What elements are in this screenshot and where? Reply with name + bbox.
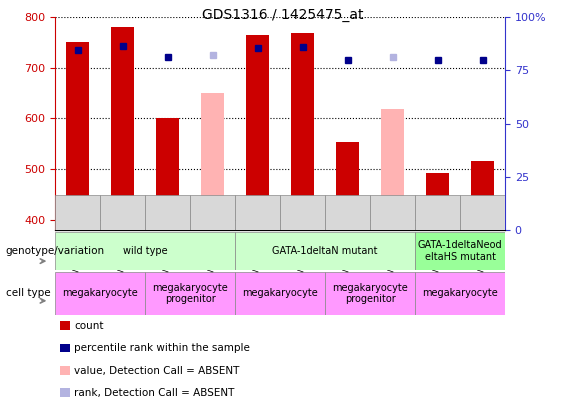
Bar <box>426 173 449 230</box>
Text: GATA-1deltaNeod
eltaHS mutant: GATA-1deltaNeod eltaHS mutant <box>418 240 502 262</box>
Bar <box>460 195 505 230</box>
Text: percentile rank within the sample: percentile rank within the sample <box>74 343 250 354</box>
Bar <box>55 272 145 315</box>
Text: megakaryocyte: megakaryocyte <box>62 288 138 298</box>
Bar <box>381 109 404 230</box>
Bar <box>325 272 415 315</box>
Text: megakaryocyte: megakaryocyte <box>242 288 318 298</box>
Bar <box>235 232 415 270</box>
Text: megakaryocyte
progenitor: megakaryocyte progenitor <box>152 283 228 304</box>
Bar <box>280 195 325 230</box>
Bar <box>235 195 280 230</box>
Bar <box>291 33 314 230</box>
Bar <box>190 195 235 230</box>
Bar <box>55 195 100 230</box>
Bar <box>246 35 269 230</box>
Text: cell type: cell type <box>6 288 50 298</box>
Bar <box>370 195 415 230</box>
Text: megakaryocyte
progenitor: megakaryocyte progenitor <box>332 283 408 304</box>
Bar <box>66 43 89 230</box>
Bar <box>111 27 134 230</box>
Text: genotype/variation: genotype/variation <box>6 246 105 256</box>
Bar <box>415 272 505 315</box>
Bar <box>235 272 325 315</box>
Text: GATA-1deltaN mutant: GATA-1deltaN mutant <box>272 246 378 256</box>
Bar <box>55 232 235 270</box>
Text: rank, Detection Call = ABSENT: rank, Detection Call = ABSENT <box>74 388 234 398</box>
Bar <box>415 232 505 270</box>
Text: wild type: wild type <box>123 246 167 256</box>
Text: GDS1316 / 1425475_at: GDS1316 / 1425475_at <box>202 8 363 22</box>
Bar <box>100 195 145 230</box>
Text: megakaryocyte: megakaryocyte <box>422 288 498 298</box>
Bar <box>201 93 224 230</box>
Bar <box>157 118 179 230</box>
Text: value, Detection Call = ABSENT: value, Detection Call = ABSENT <box>74 366 240 376</box>
Bar <box>145 195 190 230</box>
Bar <box>336 142 359 230</box>
Bar <box>471 161 494 230</box>
Bar <box>325 195 370 230</box>
Text: count: count <box>74 321 103 331</box>
Bar <box>145 272 235 315</box>
Bar <box>415 195 460 230</box>
